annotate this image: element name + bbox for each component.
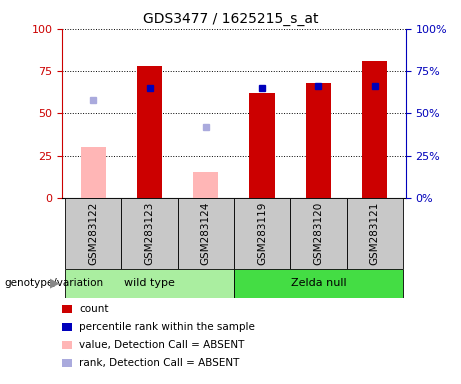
Text: wild type: wild type: [124, 278, 175, 288]
Bar: [290, 198, 347, 269]
Text: ▶: ▶: [50, 277, 59, 290]
Bar: [121, 198, 177, 269]
Bar: [65, 269, 234, 298]
Bar: [362, 61, 387, 198]
Bar: [234, 198, 290, 269]
Bar: [193, 172, 219, 198]
Bar: [306, 83, 331, 198]
Bar: [65, 198, 121, 269]
Text: GSM283124: GSM283124: [201, 202, 211, 265]
Text: count: count: [79, 304, 109, 314]
Text: GDS3477 / 1625215_s_at: GDS3477 / 1625215_s_at: [143, 12, 318, 25]
Text: GSM283120: GSM283120: [313, 202, 324, 265]
Bar: [177, 198, 234, 269]
Text: rank, Detection Call = ABSENT: rank, Detection Call = ABSENT: [79, 358, 240, 368]
Text: GSM283121: GSM283121: [370, 202, 380, 265]
Text: percentile rank within the sample: percentile rank within the sample: [79, 322, 255, 332]
Bar: [137, 66, 162, 198]
Text: GSM283122: GSM283122: [88, 202, 98, 265]
Bar: [249, 93, 275, 198]
Text: Zelda null: Zelda null: [290, 278, 346, 288]
Text: value, Detection Call = ABSENT: value, Detection Call = ABSENT: [79, 340, 245, 350]
Text: GSM283119: GSM283119: [257, 202, 267, 265]
Text: genotype/variation: genotype/variation: [5, 278, 104, 288]
Bar: [234, 269, 403, 298]
Bar: [347, 198, 403, 269]
Text: GSM283123: GSM283123: [144, 202, 154, 265]
Bar: [81, 147, 106, 198]
